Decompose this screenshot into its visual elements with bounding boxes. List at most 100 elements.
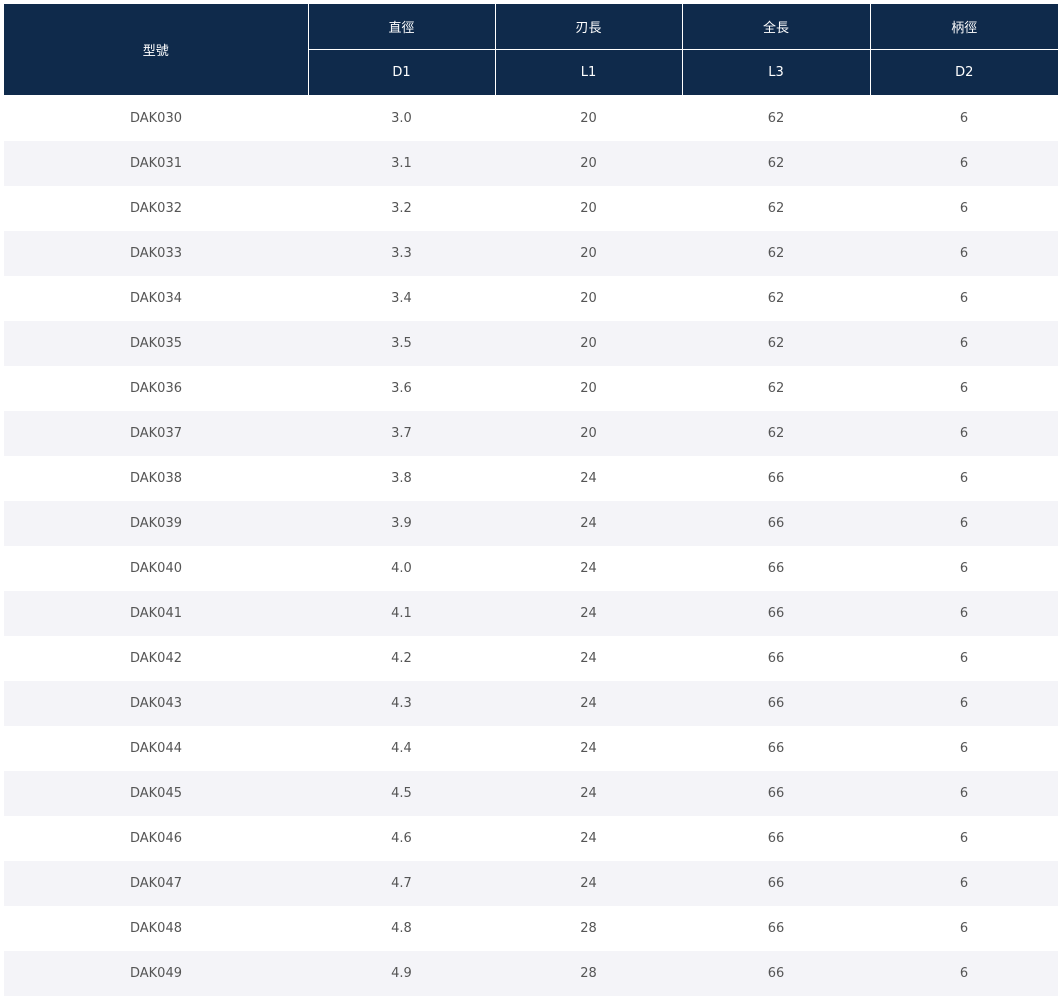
table-cell: 6 xyxy=(870,141,1058,186)
table-cell: 62 xyxy=(767,381,785,396)
table-cell: 66 xyxy=(682,771,870,816)
table-cell: DAK037 xyxy=(4,411,308,456)
table-cell: 3.6 xyxy=(391,381,412,396)
table-cell: 24 xyxy=(495,591,682,636)
header-row: D1 L1 L3 D2 xyxy=(4,49,1058,96)
table-cell: 66 xyxy=(767,651,785,666)
header-cell: D1 xyxy=(307,49,495,96)
table-cell: 66 xyxy=(682,681,870,726)
table-cell: 66 xyxy=(682,501,870,546)
table-cell: 66 xyxy=(682,591,870,636)
table-cell: DAK036 xyxy=(129,381,182,396)
table-cell: 6 xyxy=(959,921,969,936)
table-cell: 24 xyxy=(495,861,682,906)
table-row: DAK045 4.5 24 66 6 xyxy=(4,771,1058,816)
table-row: DAK044 4.4 24 66 6 xyxy=(4,726,1058,771)
table-row: DAK048 4.8 28 66 6 xyxy=(4,906,1058,951)
table-row: DAK037 3.7 20 62 6 xyxy=(4,411,1058,456)
table-cell: 3.9 xyxy=(308,501,495,546)
table-cell: 3.8 xyxy=(391,471,412,486)
table-cell: 6 xyxy=(870,321,1058,366)
table-cell: 6 xyxy=(870,411,1058,456)
table-cell: 6 xyxy=(959,471,969,486)
table-cell: 62 xyxy=(682,231,870,276)
table-cell: DAK042 xyxy=(129,651,182,666)
table-cell: DAK039 xyxy=(4,501,308,546)
table-cell: 6 xyxy=(870,591,1058,636)
table-header: 型號 直徑 刃長 全長 柄徑 D1 L1 L3 D2 xyxy=(4,4,1058,96)
table-row: DAK035 3.5 20 62 6 xyxy=(4,321,1058,366)
table-cell: DAK047 xyxy=(4,861,308,906)
table-cell: 4.3 xyxy=(308,681,495,726)
table-cell: DAK046 xyxy=(129,831,182,846)
table-cell: 4.5 xyxy=(308,771,495,816)
table-cell: 28 xyxy=(495,951,682,996)
table-cell: DAK032 xyxy=(129,201,182,216)
table-row: DAK033 3.3 20 62 6 xyxy=(4,231,1058,276)
table-cell: 24 xyxy=(580,651,597,666)
table-cell: 24 xyxy=(580,831,597,846)
table-cell: 6 xyxy=(959,741,969,756)
table-cell: 3.5 xyxy=(308,321,495,366)
table-cell: 3.4 xyxy=(391,291,412,306)
table-row: DAK034 3.4 20 62 6 xyxy=(4,276,1058,321)
table-cell: 3.7 xyxy=(308,411,495,456)
table-row: DAK038 3.8 24 66 6 xyxy=(4,456,1058,501)
table-cell: 4.4 xyxy=(391,741,412,756)
table-cell: 3.2 xyxy=(391,201,412,216)
table-cell: 20 xyxy=(495,411,682,456)
table-cell: 28 xyxy=(580,921,597,936)
table-cell: DAK035 xyxy=(4,321,308,366)
table-cell: 24 xyxy=(495,501,682,546)
table-cell: DAK031 xyxy=(4,141,308,186)
header-cell: 直徑 xyxy=(307,4,495,50)
table-row: DAK030 3.0 20 62 6 xyxy=(4,96,1058,142)
spec-table: 型號 直徑 刃長 全長 柄徑 D1 L1 L3 D2 DAK030 3.0 20 62 6 DAK031 3… xyxy=(4,4,1058,996)
table-cell: DAK041 xyxy=(4,591,308,636)
table-cell: DAK030 xyxy=(129,111,182,126)
table-cell: 6 xyxy=(959,111,969,126)
header-cell: 型號 xyxy=(4,4,308,96)
table-cell: 4.7 xyxy=(308,861,495,906)
table-cell: 6 xyxy=(870,771,1058,816)
table-cell: 66 xyxy=(682,861,870,906)
table-cell: 6 xyxy=(959,651,969,666)
table-row: DAK043 4.3 24 66 6 xyxy=(4,681,1058,726)
table-cell: 4.8 xyxy=(391,921,412,936)
table-row: DAK049 4.9 28 66 6 xyxy=(4,951,1058,996)
table-cell: 6 xyxy=(870,501,1058,546)
header-cell: 柄徑 xyxy=(869,4,1058,50)
table-cell: 4.9 xyxy=(308,951,495,996)
table-row: DAK031 3.1 20 62 6 xyxy=(4,141,1058,186)
table-cell: DAK034 xyxy=(129,291,182,306)
header-cell: D2 xyxy=(869,49,1058,96)
table-cell: 4.0 xyxy=(391,561,412,576)
table-cell: DAK044 xyxy=(129,741,182,756)
table-cell: 6 xyxy=(870,951,1058,996)
table-cell: 20 xyxy=(495,231,682,276)
table-cell: 62 xyxy=(682,321,870,366)
header-cell: L3 xyxy=(681,49,870,96)
table-row: DAK041 4.1 24 66 6 xyxy=(4,591,1058,636)
table-cell: DAK043 xyxy=(4,681,308,726)
table-cell: 6 xyxy=(959,831,969,846)
table-cell: 24 xyxy=(495,681,682,726)
table-cell: DAK033 xyxy=(4,231,308,276)
table-cell: 6 xyxy=(870,861,1058,906)
header-cell: L1 xyxy=(494,49,682,96)
table-body: DAK030 3.0 20 62 6 DAK031 3.1 20 62 6 DAK032 3.2 20 6… xyxy=(4,96,1058,996)
table-cell: 66 xyxy=(682,951,870,996)
table-cell: 62 xyxy=(767,111,785,126)
table-cell: 20 xyxy=(580,381,597,396)
table-cell: 62 xyxy=(682,411,870,456)
table-row: DAK036 3.6 20 62 6 xyxy=(4,366,1058,411)
table-cell: 66 xyxy=(767,831,785,846)
table-cell: DAK045 xyxy=(4,771,308,816)
table-row: DAK032 3.2 20 62 6 xyxy=(4,186,1058,231)
table-cell: 20 xyxy=(580,111,597,126)
table-cell: 6 xyxy=(870,231,1058,276)
table-row: DAK039 3.9 24 66 6 xyxy=(4,501,1058,546)
table-cell: 66 xyxy=(767,921,785,936)
table-cell: DAK048 xyxy=(129,921,182,936)
table-cell: DAK049 xyxy=(4,951,308,996)
